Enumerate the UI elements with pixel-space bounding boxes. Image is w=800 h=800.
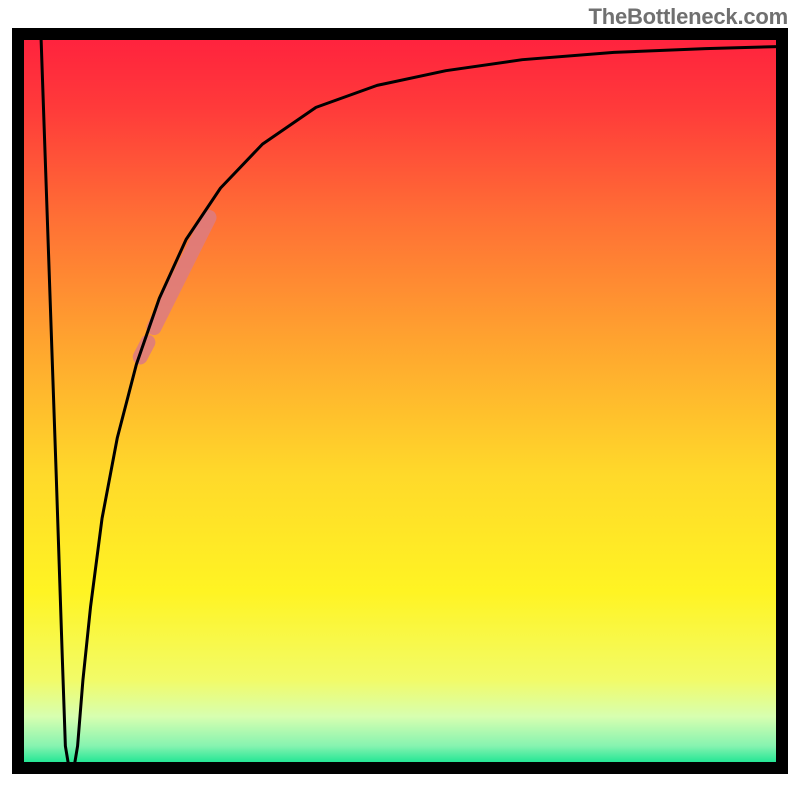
gradient-background xyxy=(18,34,782,768)
bottleneck-curve-chart xyxy=(0,0,800,800)
watermark-text: TheBottleneck.com xyxy=(588,4,788,30)
chart-container: TheBottleneck.com xyxy=(0,0,800,800)
